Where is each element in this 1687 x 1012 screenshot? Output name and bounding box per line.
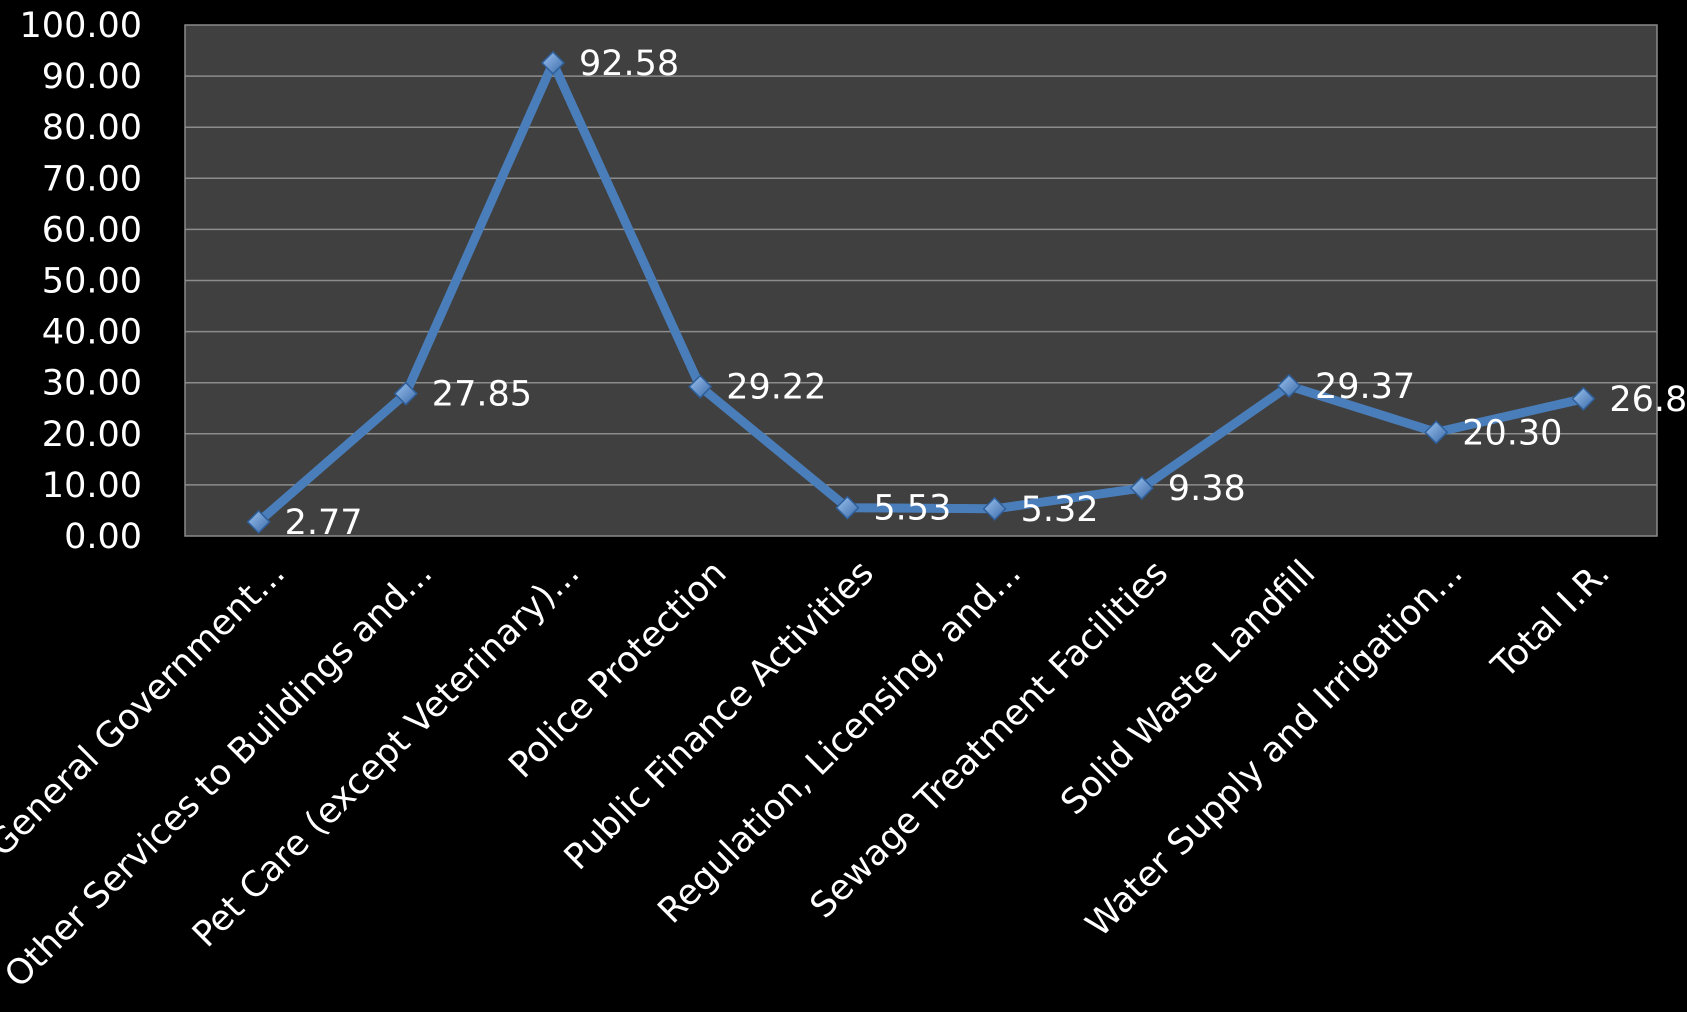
- y-tick-label: 70.00: [42, 159, 142, 199]
- data-label: 2.77: [285, 503, 363, 543]
- y-tick-label: 80.00: [42, 108, 142, 148]
- data-point-marker: [246, 509, 271, 534]
- data-label: 5.53: [873, 489, 951, 529]
- y-tick-label: 20.00: [42, 415, 142, 455]
- y-tick-label: 100.00: [20, 6, 142, 46]
- data-point-marker: [1571, 386, 1596, 411]
- y-tick-label: 0.00: [64, 517, 142, 557]
- data-point-marker: [1424, 420, 1449, 445]
- series-line: [254, 58, 1588, 527]
- data-point-marker: [1129, 476, 1154, 501]
- y-tick-label: 60.00: [42, 210, 142, 250]
- data-point-marker: [982, 496, 1007, 521]
- data-label: 9.38: [1168, 469, 1246, 509]
- data-label: 29.22: [726, 368, 826, 408]
- y-tick-label: 90.00: [42, 57, 142, 97]
- y-tick-label: 30.00: [42, 364, 142, 404]
- gridlines-group: [185, 75, 1657, 486]
- data-label: 26.85: [1609, 380, 1687, 420]
- y-tick-label: 50.00: [42, 262, 142, 302]
- x-tick-label: Solid Waste Landfill: [1053, 553, 1323, 823]
- y-tick-label: 40.00: [42, 313, 142, 353]
- data-point-marker: [835, 495, 860, 520]
- data-label: 20.30: [1462, 413, 1562, 453]
- data-label: 5.32: [1021, 490, 1099, 530]
- y-tick-label: 10.00: [42, 466, 142, 506]
- series-line-group: [254, 58, 1588, 527]
- data-label: 92.58: [579, 44, 679, 84]
- x-tick-labels-group: General Government...Other Services to B…: [0, 553, 1618, 996]
- x-tick-label: Public Finance Activities: [557, 553, 882, 878]
- data-label: 27.85: [432, 375, 532, 415]
- x-tick-label: Total I.R.: [1484, 553, 1618, 687]
- data-point-marker: [540, 50, 566, 75]
- data-point-marker: [1276, 373, 1302, 398]
- data-point-marker: [688, 374, 713, 399]
- data-point-marker: [393, 381, 418, 406]
- y-tick-labels-group: 0.00 10.00 20.00 30.00 40.00 50.00 60.00 70.00 8…: [20, 6, 142, 557]
- data-labels-group: 2.77 27.85 92.58 29.22 5.53 5.32 9.38 29.37 20.3…: [285, 44, 1687, 543]
- markers-group: [246, 50, 1596, 534]
- data-label: 29.37: [1315, 367, 1415, 407]
